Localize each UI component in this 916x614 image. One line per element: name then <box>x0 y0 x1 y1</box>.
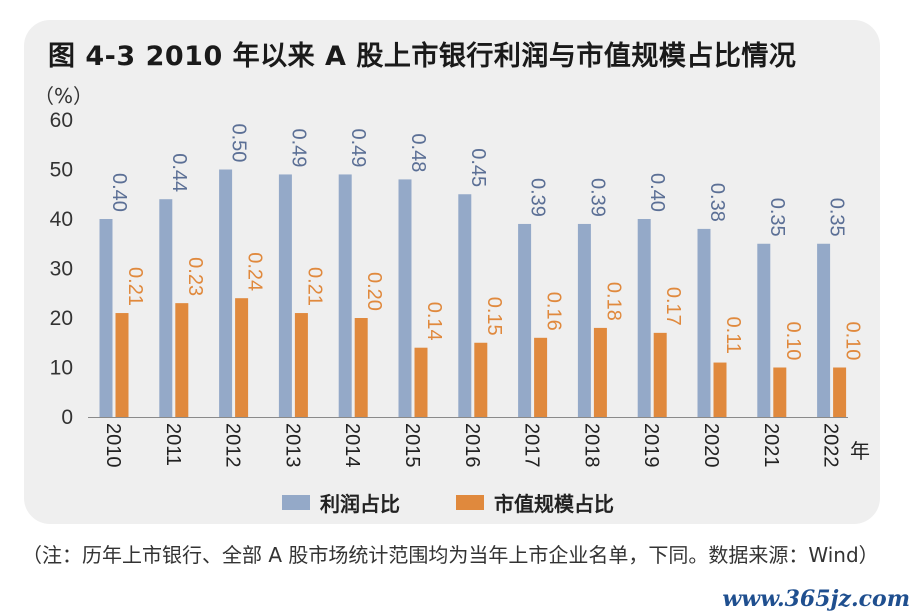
bar-profit <box>757 243 771 417</box>
legend-label-profit: 利润占比 <box>320 492 400 516</box>
data-label-profit: 0.39 <box>527 178 549 217</box>
y-tick-label: 30 <box>50 258 73 281</box>
bar-market <box>115 313 129 417</box>
bar-market <box>593 327 607 417</box>
bar-profit <box>697 228 711 417</box>
legend-swatch-profit <box>282 495 310 510</box>
data-label-profit: 0.49 <box>287 128 309 167</box>
legend-label-market: 市值规模占比 <box>494 492 614 516</box>
y-tick-label: 10 <box>50 357 73 380</box>
bar-profit <box>278 174 292 417</box>
x-tick-label: 2016 <box>461 423 483 468</box>
x-tick-label: 2010 <box>102 423 124 468</box>
data-label-market: 0.24 <box>244 252 266 291</box>
x-tick-label: 2014 <box>341 423 363 468</box>
data-label-profit: 0.39 <box>586 178 608 217</box>
data-label-profit: 0.40 <box>108 173 130 212</box>
data-label-market: 0.21 <box>124 267 146 306</box>
chart-title: 图 4-3 2010 年以来 A 股上市银行利润与市值规模占比情况 <box>48 41 797 72</box>
x-tick-label: 2018 <box>580 423 602 468</box>
data-label-profit: 0.35 <box>766 198 788 237</box>
x-tick-label: 2013 <box>281 423 303 468</box>
bar-profit <box>637 219 651 417</box>
data-label-profit: 0.45 <box>467 148 489 187</box>
bar-market <box>235 298 249 417</box>
data-label-market: 0.16 <box>543 292 565 331</box>
watermark: www.365jz.com <box>722 586 910 612</box>
data-label-profit: 0.49 <box>347 128 369 167</box>
bar-market <box>833 367 847 417</box>
data-label-market: 0.21 <box>303 267 325 306</box>
bar-profit <box>577 223 591 417</box>
y-axis-unit: （%） <box>34 84 94 108</box>
data-label-market: 0.17 <box>662 287 684 326</box>
data-label-profit: 0.35 <box>826 198 848 237</box>
y-tick-label: 60 <box>50 109 73 132</box>
legend-item-market: 市值规模占比 <box>456 488 614 517</box>
bar-market <box>653 332 667 417</box>
data-label-profit: 0.44 <box>168 153 190 192</box>
y-tick-label: 40 <box>50 208 73 231</box>
y-tick-label: 20 <box>50 307 73 330</box>
data-label-profit: 0.40 <box>646 173 668 212</box>
x-tick-label: 2012 <box>222 423 244 468</box>
bar-profit <box>458 194 472 417</box>
legend: 利润占比 市值规模占比 <box>282 488 660 517</box>
data-label-market: 0.23 <box>184 257 206 296</box>
data-label-market: 0.15 <box>483 297 505 336</box>
bar-market <box>175 303 189 417</box>
bar-profit <box>99 219 113 417</box>
bar-profit <box>518 223 532 417</box>
bar-market <box>474 342 488 417</box>
x-axis-unit: 年 <box>850 440 870 463</box>
data-label-market: 0.18 <box>602 282 624 321</box>
y-tick-label: 50 <box>50 159 73 182</box>
footnote: （注：历年上市银行、全部 A 股市场统计范围均为当年上市企业名单，下同。数据来源… <box>22 543 879 567</box>
x-tick-label: 2020 <box>700 423 722 468</box>
data-label-market: 0.20 <box>363 272 385 311</box>
data-label-market: 0.14 <box>423 302 445 341</box>
bar-market <box>773 367 787 417</box>
data-label-market: 0.10 <box>842 322 864 361</box>
x-tick-label: 2022 <box>820 423 842 468</box>
x-tick-label: 2021 <box>760 423 782 468</box>
bar-market <box>354 318 368 417</box>
x-tick-label: 2019 <box>640 423 662 468</box>
data-label-market: 0.10 <box>782 322 804 361</box>
bar-profit <box>219 169 233 417</box>
bar-profit <box>398 179 412 417</box>
x-tick-label: 2015 <box>401 423 423 468</box>
bar-market <box>534 337 548 417</box>
data-label-profit: 0.38 <box>706 183 728 222</box>
bar-profit <box>817 243 831 417</box>
bar-market <box>713 362 727 417</box>
bar-market <box>294 313 308 417</box>
bar-market <box>414 347 428 417</box>
data-label-market: 0.11 <box>722 317 744 354</box>
x-tick-label: 2011 <box>162 423 184 466</box>
data-label-profit: 0.48 <box>407 133 429 172</box>
data-label-profit: 0.50 <box>228 124 250 163</box>
legend-swatch-market <box>456 495 484 510</box>
x-tick-label: 2017 <box>521 423 543 468</box>
bar-profit <box>338 174 352 417</box>
bar-profit <box>159 199 173 417</box>
legend-item-profit: 利润占比 <box>282 488 400 517</box>
y-tick-label: 0 <box>61 406 73 429</box>
